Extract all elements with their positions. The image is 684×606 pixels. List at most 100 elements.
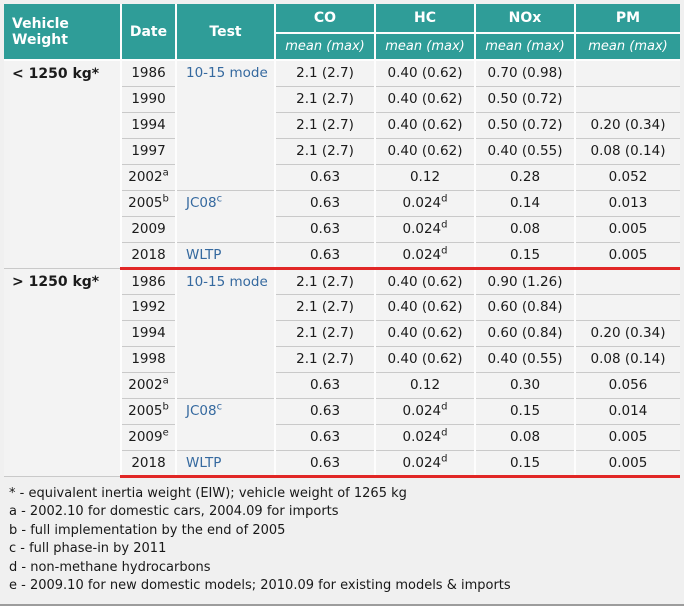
table-header: Vehicle Weight Date Test CO HC NOx PM me… <box>4 4 680 61</box>
cell-nox: 0.28 <box>475 164 576 191</box>
cell-co: 2.1 (2.7) <box>275 268 376 295</box>
table-row-highlighted: 2018 WLTP 0.63 0.024d 0.15 0.005 <box>4 242 680 270</box>
test-link[interactable]: JC08c <box>186 401 223 419</box>
cell-pm: 0.005 <box>575 424 680 451</box>
cell-pm: 0.20 (0.34) <box>575 112 680 139</box>
cell-nox: 0.08 <box>475 216 576 243</box>
test-link[interactable]: WLTP <box>186 454 222 471</box>
cell-pm: 0.014 <box>575 398 680 425</box>
cell-pm: 0.08 (0.14) <box>575 138 680 165</box>
cell-nox: 0.60 (0.84) <box>475 320 576 347</box>
cell-test: WLTP <box>176 450 276 478</box>
cell-date: 2005b <box>121 190 177 217</box>
table-row: 2005b JC08c 0.63 0.024d 0.14 0.013 <box>4 190 680 243</box>
cell-pm <box>575 86 680 113</box>
cell-co: 0.63 <box>275 372 376 399</box>
cell-nox: 0.40 (0.55) <box>475 346 576 373</box>
cell-date: 1986 <box>121 268 177 295</box>
cell-pm <box>575 60 680 87</box>
cell-co: 0.63 <box>275 190 376 217</box>
cell-pm: 0.013 <box>575 190 680 217</box>
cell-hc: 0.40 (0.62) <box>375 86 476 113</box>
cell-nox: 0.08 <box>475 424 576 451</box>
emission-standards-table: Vehicle Weight Date Test CO HC NOx PM me… <box>4 4 680 478</box>
cell-hc: 0.40 (0.62) <box>375 268 476 295</box>
cell-nox: 0.90 (1.26) <box>475 268 576 295</box>
cell-date: 2002a <box>121 372 177 399</box>
footnotes: * - equivalent inertia weight (EIW); veh… <box>4 478 680 596</box>
table-row: 2009e 0.63 0.024d 0.08 0.005 <box>4 424 680 451</box>
test-link[interactable]: 10-15 mode <box>186 273 268 290</box>
table-body: < 1250 kg* 1986 10-15 mode 2.1 (2.7) 0.4… <box>4 60 680 478</box>
cell-hc: 0.40 (0.62) <box>375 294 476 321</box>
cell-date: 1990 <box>121 86 177 113</box>
cell-co: 0.63 <box>275 242 376 270</box>
footnote-e: e - 2009.10 for new domestic models; 201… <box>9 578 511 593</box>
table-row: 1998 2.1 (2.7) 0.40 (0.62) 0.40 (0.55) 0… <box>4 346 680 373</box>
cell-co: 2.1 (2.7) <box>275 320 376 347</box>
header-hc: HC <box>375 4 476 34</box>
table-row: 2009 0.63 0.024d 0.08 0.005 <box>4 216 680 243</box>
cell-hc: 0.024d <box>375 242 476 270</box>
cell-hc: 0.024d <box>375 216 476 243</box>
cell-pm: 0.005 <box>575 450 680 478</box>
cell-test: 10-15 mode <box>176 268 276 399</box>
cell-date: 1994 <box>121 112 177 139</box>
cell-pm <box>575 294 680 321</box>
cell-hc: 0.024d <box>375 190 476 217</box>
table-row: 2005b JC08c 0.63 0.024d 0.15 0.014 <box>4 398 680 451</box>
cell-date: 2018 <box>121 450 177 478</box>
cell-date: 1997 <box>121 138 177 165</box>
cell-pm: 0.20 (0.34) <box>575 320 680 347</box>
cell-date: 2002a <box>121 164 177 191</box>
cell-date: 1992 <box>121 294 177 321</box>
cell-date: 2009 <box>121 216 177 243</box>
cell-hc: 0.40 (0.62) <box>375 112 476 139</box>
cell-hc: 0.40 (0.62) <box>375 138 476 165</box>
subheader-nox-mean-max: mean (max) <box>475 33 576 61</box>
subheader-hc-mean-max: mean (max) <box>375 33 476 61</box>
table-row: 1990 2.1 (2.7) 0.40 (0.62) 0.50 (0.72) <box>4 86 680 113</box>
header-co: CO <box>275 4 376 34</box>
cell-co: 0.63 <box>275 450 376 478</box>
cell-date: 1998 <box>121 346 177 373</box>
cell-hc: 0.024d <box>375 398 476 425</box>
weight-class-cell: < 1250 kg* <box>4 60 122 269</box>
cell-pm: 0.005 <box>575 216 680 243</box>
cell-nox: 0.40 (0.55) <box>475 138 576 165</box>
cell-hc: 0.40 (0.62) <box>375 320 476 347</box>
cell-pm: 0.005 <box>575 242 680 270</box>
cell-pm <box>575 268 680 295</box>
table-row: 1992 2.1 (2.7) 0.40 (0.62) 0.60 (0.84) <box>4 294 680 321</box>
footnote-d: d - non-methane hydrocarbons <box>9 559 211 575</box>
cell-co: 0.63 <box>275 398 376 425</box>
test-link[interactable]: 10-15 mode <box>186 65 268 81</box>
cell-hc: 0.024d <box>375 450 476 478</box>
cell-test: WLTP <box>176 242 276 270</box>
cell-pm: 0.08 (0.14) <box>575 346 680 373</box>
cell-nox: 0.30 <box>475 372 576 399</box>
cell-nox: 0.15 <box>475 398 576 425</box>
header-pm: PM <box>575 4 680 34</box>
table-row: < 1250 kg* 1986 10-15 mode 2.1 (2.7) 0.4… <box>4 60 680 269</box>
cell-nox: 0.50 (0.72) <box>475 86 576 113</box>
cell-date: 2018 <box>121 242 177 270</box>
test-link[interactable]: WLTP <box>186 246 222 263</box>
cell-co: 2.1 (2.7) <box>275 138 376 165</box>
header-nox: NOx <box>475 4 576 34</box>
table-row: 1994 2.1 (2.7) 0.40 (0.62) 0.50 (0.72) 0… <box>4 112 680 139</box>
cell-co: 2.1 (2.7) <box>275 86 376 113</box>
header-date: Date <box>121 4 177 61</box>
test-link[interactable]: JC08c <box>186 193 223 211</box>
cell-nox: 0.70 (0.98) <box>475 60 576 87</box>
footnote-asterisk: * - equivalent inertia weight (EIW); veh… <box>9 485 407 501</box>
table-row: > 1250 kg* 1986 10-15 mode 2.1 (2.7) 0.4… <box>4 268 680 477</box>
cell-nox: 0.15 <box>475 450 576 478</box>
footnote-a: a - 2002.10 for domestic cars, 2004.09 f… <box>9 504 339 519</box>
cell-test: JC08c <box>176 398 276 451</box>
table-row: 1997 2.1 (2.7) 0.40 (0.62) 0.40 (0.55) 0… <box>4 138 680 165</box>
cell-co: 0.63 <box>275 424 376 451</box>
subheader-co-mean-max: mean (max) <box>275 33 376 61</box>
cell-hc: 0.40 (0.62) <box>375 60 476 87</box>
